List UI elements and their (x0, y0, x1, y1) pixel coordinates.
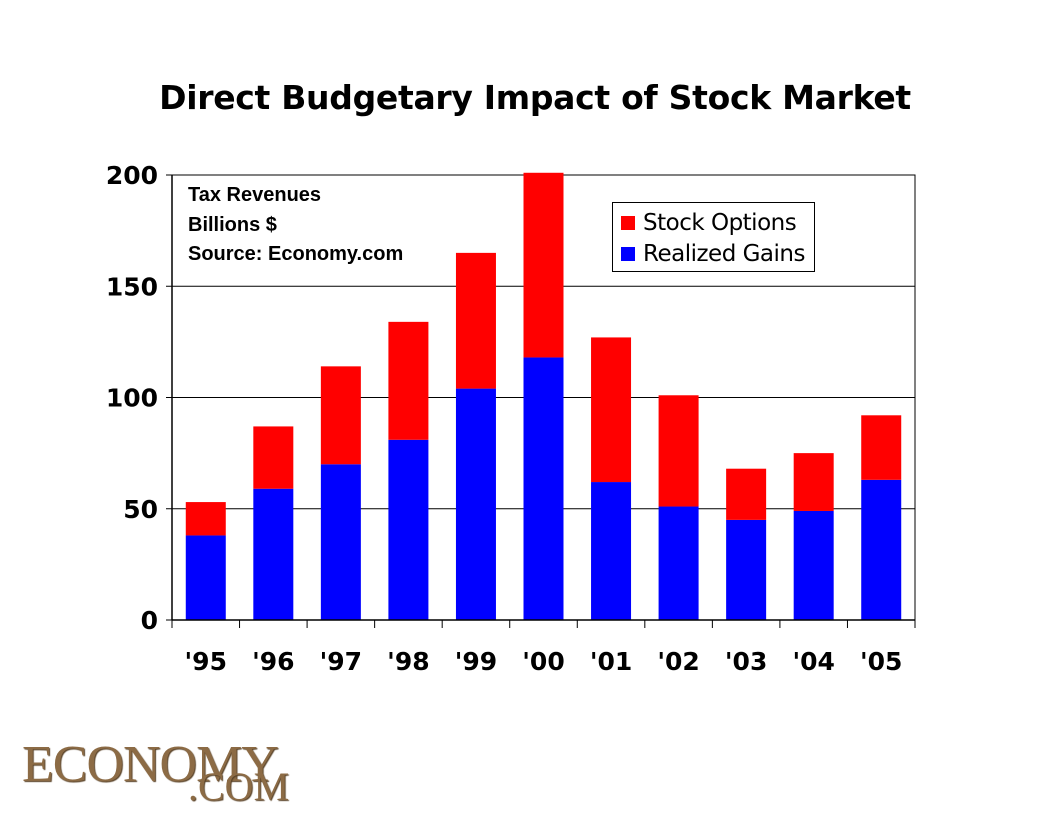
bar-realized-gains-9 (793, 510, 834, 620)
x-tick-label: '02 (657, 647, 699, 676)
bar-stock-options-0 (185, 502, 226, 536)
bar-stock-options-6 (591, 337, 632, 483)
bar-realized-gains-10 (861, 479, 902, 620)
bar-realized-gains-4 (455, 388, 496, 620)
y-tick-label: 150 (106, 272, 158, 301)
bar-realized-gains-0 (185, 535, 226, 620)
bar-realized-gains-1 (253, 488, 294, 620)
bar-realized-gains-7 (658, 506, 699, 620)
legend-label-realized-gains: Realized Gains (643, 241, 805, 267)
legend: Stock Options Realized Gains (612, 202, 815, 272)
axes (166, 174, 916, 628)
y-tick-label: 50 (123, 495, 158, 524)
bar-stock-options-7 (658, 395, 699, 507)
chart-title: Direct Budgetary Impact of Stock Market (159, 78, 911, 117)
bar-realized-gains-8 (726, 519, 767, 620)
bar-stock-options-3 (388, 321, 429, 440)
bar-stock-options-4 (455, 252, 496, 389)
economy-com-logo: ECONOMY .COM (22, 735, 292, 809)
x-tick-label: '05 (860, 647, 902, 676)
bar-realized-gains-6 (591, 482, 632, 620)
x-tick-label: '97 (320, 647, 362, 676)
legend-swatch-realized-gains (621, 247, 635, 261)
legend-label-stock-options: Stock Options (643, 210, 797, 236)
annotation-tax-revenues: Tax Revenues (188, 184, 322, 206)
y-tick-label: 200 (106, 161, 158, 190)
bars (185, 172, 902, 620)
x-tick-label: '99 (455, 647, 497, 676)
bar-stock-options-1 (253, 426, 294, 489)
x-tick-label: '96 (252, 647, 294, 676)
tick-labels: 0 50 100 150 200 '95 '96 '97 '98 '99 '00 '01 '02 '03 '… (106, 161, 903, 676)
bar-stock-options-10 (861, 415, 902, 480)
logo-text-economy: ECONOMY (22, 736, 279, 793)
bar-realized-gains-2 (320, 464, 361, 620)
y-tick-label: 0 (141, 606, 158, 635)
logo-text-com: .COM (188, 764, 290, 809)
y-tick-label: 100 (106, 384, 158, 413)
legend-entry-realized-gains: Realized Gains (621, 239, 805, 269)
legend-swatch-stock-options (621, 216, 635, 230)
legend-entry-stock-options: Stock Options (621, 208, 797, 238)
x-tick-label: '03 (725, 647, 767, 676)
bar-realized-gains-5 (523, 357, 564, 620)
annotation-source: Source: Economy.com (188, 243, 404, 265)
x-tick-label: '98 (387, 647, 429, 676)
annotation-units: Billions $ (188, 214, 277, 236)
x-tick-label: '01 (590, 647, 632, 676)
x-tick-label: '95 (185, 647, 227, 676)
x-tick-label: '04 (792, 647, 834, 676)
x-tick-label: '00 (522, 647, 564, 676)
bar-stock-options-8 (726, 468, 767, 520)
bar-realized-gains-3 (388, 439, 429, 620)
bar-stock-options-9 (793, 453, 834, 511)
bar-stock-options-5 (523, 172, 564, 358)
bar-stock-options-2 (320, 366, 361, 465)
